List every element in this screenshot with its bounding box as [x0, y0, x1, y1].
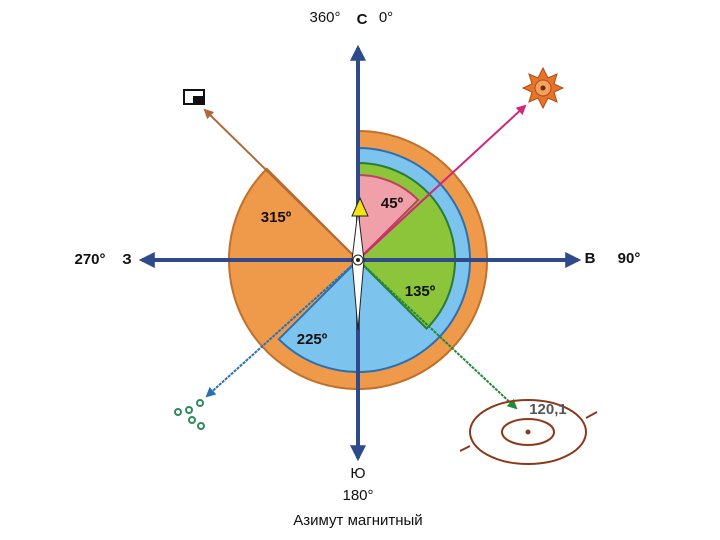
- bushes-icon: [174, 399, 205, 430]
- sw-line: [205, 259, 359, 398]
- label: З: [122, 251, 131, 268]
- se-line: [357, 259, 518, 410]
- sector-label: 45º: [381, 195, 404, 212]
- sun-icon: [521, 66, 565, 110]
- compass-needle: [351, 209, 365, 331]
- sector-label: 315º: [261, 209, 292, 226]
- label: Ю: [350, 465, 365, 482]
- sector-label: 135º: [405, 283, 436, 300]
- nw-line: [203, 108, 359, 261]
- contour-icon: [459, 399, 598, 465]
- label: 0°: [379, 9, 393, 26]
- needle-tip: [351, 196, 369, 217]
- label: 270°: [74, 251, 105, 268]
- ne-line: [357, 104, 527, 261]
- label: 180°: [342, 487, 373, 504]
- pivot: [356, 258, 360, 262]
- label: 360°: [309, 9, 340, 26]
- mark-label: 120,1: [529, 401, 567, 418]
- sector-label: 225º: [297, 331, 328, 348]
- label: 90°: [618, 250, 641, 267]
- label: С: [357, 11, 368, 28]
- caption: Азимут магнитный: [293, 512, 422, 529]
- building-icon: [183, 89, 205, 105]
- label: В: [585, 250, 596, 267]
